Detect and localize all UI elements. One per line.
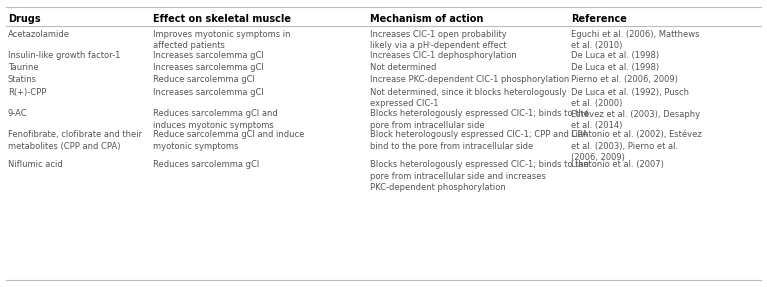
Text: Improves myotonic symptoms in
affected patients: Improves myotonic symptoms in affected p…	[153, 30, 291, 50]
Text: Liantonio et al. (2007): Liantonio et al. (2007)	[571, 160, 664, 169]
Text: 9-AC: 9-AC	[8, 109, 28, 118]
Text: Increase PKC-dependent ClC-1 phosphorylation: Increase PKC-dependent ClC-1 phosphoryla…	[370, 75, 570, 84]
Text: Taurine: Taurine	[8, 63, 38, 72]
Text: Blocks heterologously espressed ClC-1; binds to the
pore from intracellular side: Blocks heterologously espressed ClC-1; b…	[370, 160, 590, 192]
Text: De Luca et al. (1998): De Luca et al. (1998)	[571, 63, 660, 72]
Text: Statins: Statins	[8, 75, 37, 84]
Text: De Luca et al. (1992), Pusch
et al. (2000): De Luca et al. (1992), Pusch et al. (200…	[571, 88, 690, 108]
Text: Reduce sarcolemma gCl: Reduce sarcolemma gCl	[153, 75, 255, 84]
Text: Insulin-like growth factor-1: Insulin-like growth factor-1	[8, 51, 120, 60]
Text: Liantonio et al. (2002), Estévez
et al. (2003), Pierno et al.
(2006, 2009): Liantonio et al. (2002), Estévez et al. …	[571, 130, 702, 162]
Text: Increases sarcolemma gCl: Increases sarcolemma gCl	[153, 63, 264, 72]
Text: Niflumic acid: Niflumic acid	[8, 160, 62, 169]
Text: Reduces sarcolemma gCl: Reduces sarcolemma gCl	[153, 160, 260, 169]
Text: Not determined: Not determined	[370, 63, 437, 72]
Text: Pierno et al. (2006, 2009): Pierno et al. (2006, 2009)	[571, 75, 678, 84]
Text: Reference: Reference	[571, 14, 627, 24]
Text: Not determined, since it blocks heterologously
expressed ClC-1: Not determined, since it blocks heterolo…	[370, 88, 567, 108]
Text: Block heterologously espressed ClC-1; CPP and CPA
bind to the pore from intracel: Block heterologously espressed ClC-1; CP…	[370, 130, 588, 151]
Text: De Luca et al. (1998): De Luca et al. (1998)	[571, 51, 660, 60]
Text: Blocks heterologously espressed ClC-1; binds to the
pore from intracellular side: Blocks heterologously espressed ClC-1; b…	[370, 109, 590, 129]
Text: Eguchi et al. (2006), Matthews
et al. (2010): Eguchi et al. (2006), Matthews et al. (2…	[571, 30, 700, 50]
Text: Mechanism of action: Mechanism of action	[370, 14, 484, 24]
Text: Reduces sarcolemma gCl and
induces myotonic symptoms: Reduces sarcolemma gCl and induces myoto…	[153, 109, 278, 129]
Text: Increases sarcolemma gCl: Increases sarcolemma gCl	[153, 88, 264, 97]
Text: Reduce sarcolemma gCl and induce
myotonic symptoms: Reduce sarcolemma gCl and induce myotoni…	[153, 130, 304, 151]
Text: R(+)-CPP: R(+)-CPP	[8, 88, 46, 97]
Text: Increases ClC-1 dephosphorylation: Increases ClC-1 dephosphorylation	[370, 51, 517, 60]
Text: Effect on skeletal muscle: Effect on skeletal muscle	[153, 14, 291, 24]
Text: Increases ClC-1 open probability
likely via a pHᴵ-dependent effect: Increases ClC-1 open probability likely …	[370, 30, 507, 50]
Text: Increases sarcolemma gCl: Increases sarcolemma gCl	[153, 51, 264, 60]
Text: Estévez et al. (2003), Desaphy
et al. (2014): Estévez et al. (2003), Desaphy et al. (2…	[571, 109, 700, 130]
Text: Acetazolamide: Acetazolamide	[8, 30, 70, 38]
Text: Fenofibrate, clofibrate and their
metabolites (CPP and CPA): Fenofibrate, clofibrate and their metabo…	[8, 130, 142, 151]
Text: Drugs: Drugs	[8, 14, 41, 24]
